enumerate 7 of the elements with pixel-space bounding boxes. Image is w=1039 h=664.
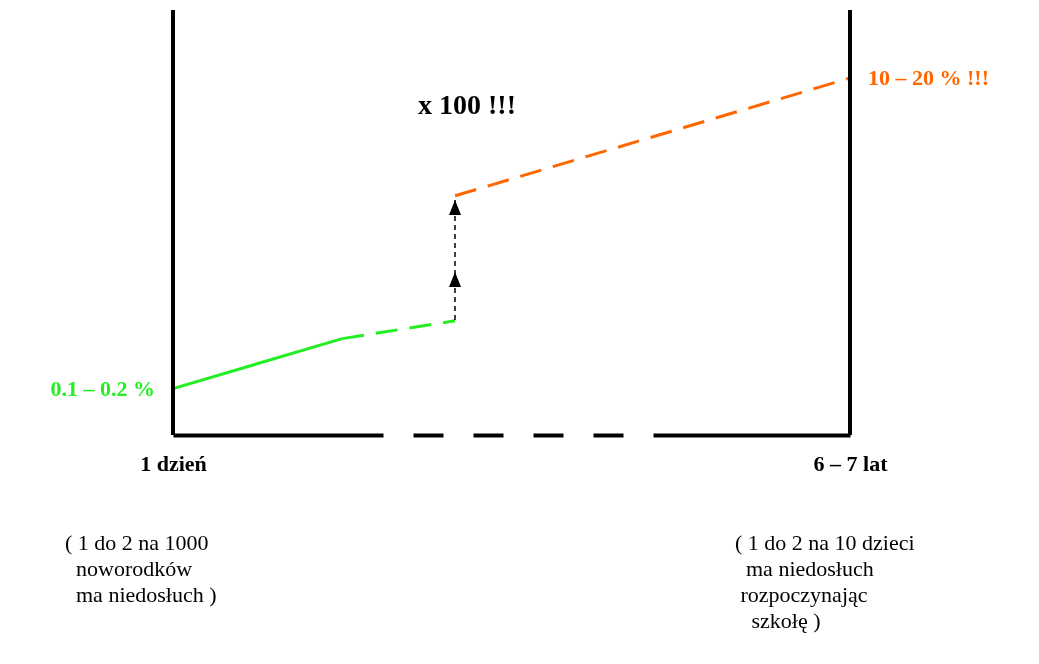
x-tick-label: 6 – 7 lat (813, 450, 889, 476)
text: ( 1 do 2 na 10 dzieci ma niedosłuch rozpoczynając szkołę ) (735, 530, 915, 634)
annotation: 0.1 – 0.2 % (50, 375, 155, 401)
annotation: 10 – 20 % !!! (868, 65, 989, 90)
text: ( 1 do 2 na 1000 noworodków ma niedosłuch ) (65, 530, 217, 608)
x-tick-label: 1 dzień (140, 450, 207, 476)
annotation: x 100 !!! (418, 89, 516, 120)
